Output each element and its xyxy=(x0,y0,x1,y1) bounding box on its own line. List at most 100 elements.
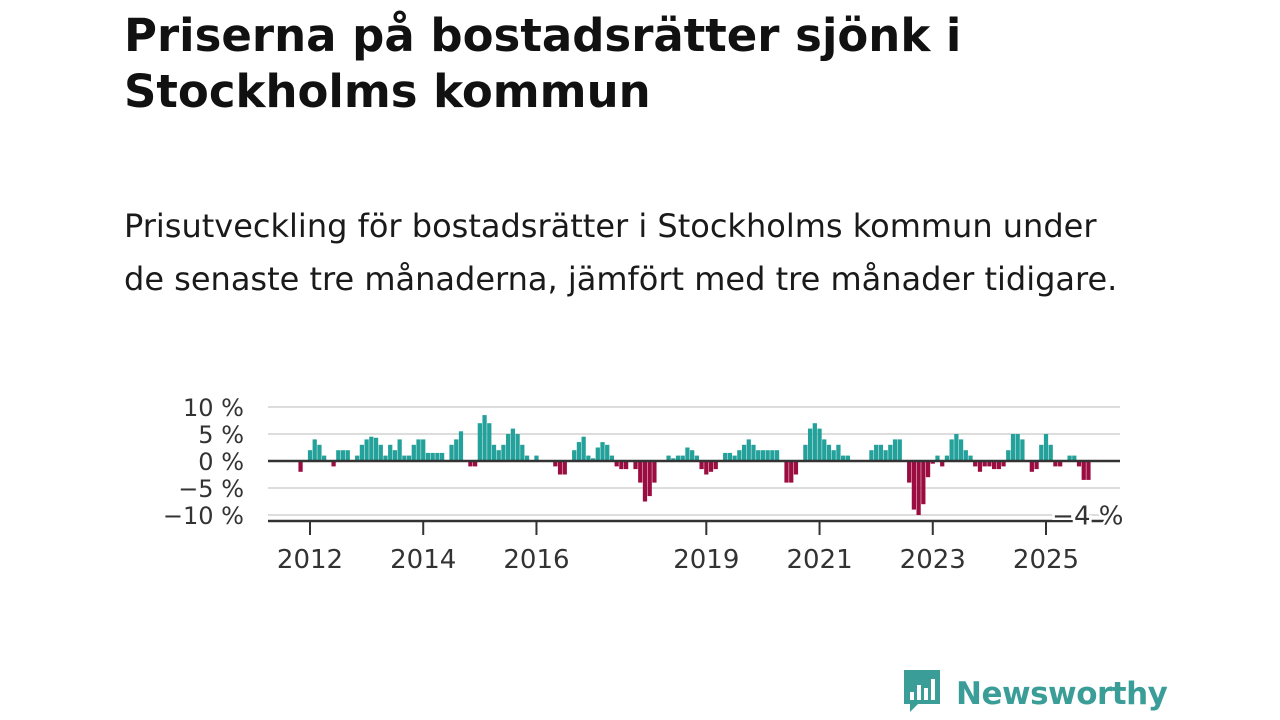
bar xyxy=(680,455,685,461)
bar xyxy=(1086,461,1091,480)
bar xyxy=(968,455,973,461)
bar xyxy=(1006,450,1011,461)
bar xyxy=(336,450,341,461)
page-title: Priserna på bostadsrätter sjönk i Stockh… xyxy=(124,9,962,118)
bar xyxy=(515,434,520,461)
bar xyxy=(524,455,530,461)
bar xyxy=(473,461,478,467)
bar xyxy=(690,450,695,461)
bar xyxy=(534,455,539,461)
bar xyxy=(930,461,935,464)
bar xyxy=(991,461,997,470)
bar xyxy=(841,455,846,461)
bar xyxy=(925,461,931,478)
bar xyxy=(510,428,515,461)
axes xyxy=(268,459,1120,535)
brand-name: Newsworthy xyxy=(956,676,1168,712)
bar xyxy=(831,450,836,461)
bar xyxy=(963,450,968,461)
bar xyxy=(506,434,511,461)
bars xyxy=(298,415,1091,515)
bar xyxy=(1039,444,1044,461)
bar xyxy=(812,423,817,461)
bar xyxy=(312,439,317,461)
bar xyxy=(623,461,629,470)
bar xyxy=(633,461,638,470)
bar xyxy=(331,461,336,467)
bar xyxy=(727,452,733,461)
bar xyxy=(793,461,799,475)
bar xyxy=(958,439,964,461)
bar xyxy=(378,444,383,461)
bar xyxy=(501,444,506,461)
bar xyxy=(874,444,879,461)
page-subtitle: Prisutveckling för bostadsrätter i Stock… xyxy=(124,207,1118,298)
x-tick-label: 2019 xyxy=(673,545,739,575)
bar xyxy=(675,455,681,461)
bar xyxy=(741,444,747,461)
bar xyxy=(704,461,709,475)
bar xyxy=(746,439,751,461)
bar xyxy=(1048,444,1053,461)
bar xyxy=(491,444,497,461)
bar xyxy=(1053,461,1058,467)
bar xyxy=(713,461,718,470)
bar xyxy=(340,450,346,461)
bar xyxy=(581,436,586,461)
bar xyxy=(647,461,652,497)
bar xyxy=(1020,439,1025,461)
bar xyxy=(973,461,978,467)
y-tick-label: 0 % xyxy=(198,448,244,476)
gridlines xyxy=(268,406,1120,516)
x-tick-label: 2025 xyxy=(1013,545,1079,575)
bar xyxy=(1072,455,1077,461)
bar xyxy=(935,455,940,461)
tick-labels: 10 %5 %0 %−5 %−10 % 2012 2014 2016 2019 2021 2… xyxy=(163,394,1126,575)
bar xyxy=(425,452,431,461)
bar xyxy=(642,461,648,502)
bar xyxy=(557,461,563,475)
bar xyxy=(836,444,841,461)
bar xyxy=(732,455,737,461)
bar xyxy=(652,461,657,483)
bar xyxy=(496,450,501,461)
bar xyxy=(520,444,525,461)
bar xyxy=(774,450,780,461)
bar xyxy=(949,439,954,461)
y-tick-label: 5 % xyxy=(198,421,244,449)
bar xyxy=(458,431,464,461)
bar xyxy=(878,444,883,461)
bar xyxy=(826,444,832,461)
bar xyxy=(468,461,473,467)
bar xyxy=(911,461,917,510)
bar xyxy=(449,444,454,461)
bar xyxy=(586,455,591,461)
bar xyxy=(996,461,1001,470)
bar xyxy=(977,461,983,472)
bar xyxy=(307,450,313,461)
bar xyxy=(756,450,761,461)
bar xyxy=(576,442,582,461)
bar xyxy=(421,439,426,461)
bar xyxy=(397,439,402,461)
bar xyxy=(685,447,690,461)
bar xyxy=(487,423,492,461)
bar xyxy=(940,461,945,467)
bar xyxy=(553,461,558,467)
bar xyxy=(822,439,827,461)
bar xyxy=(760,450,766,461)
x-tick-label: 2023 xyxy=(900,545,966,575)
bar xyxy=(435,452,440,461)
x-tick-label: 2021 xyxy=(786,545,852,575)
bar xyxy=(694,455,699,461)
bar xyxy=(614,461,619,467)
brand-logo: Newsworthy xyxy=(902,668,1168,720)
bar xyxy=(770,450,775,461)
bar xyxy=(817,428,822,461)
bar xyxy=(1015,434,1020,461)
bar xyxy=(595,447,600,461)
bar xyxy=(619,461,624,470)
bar xyxy=(411,444,416,461)
bar xyxy=(298,461,303,472)
bar xyxy=(416,439,421,461)
